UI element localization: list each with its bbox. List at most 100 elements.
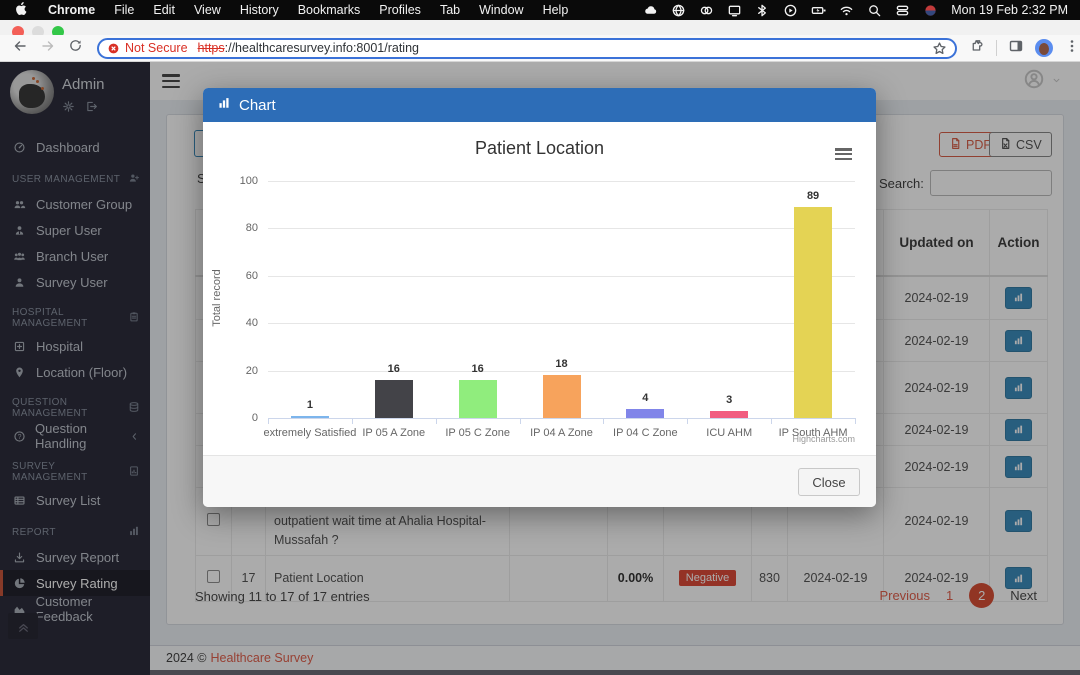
- menubar-clock[interactable]: Mon 19 Feb 2:32 PM: [951, 3, 1068, 17]
- view-chart-button[interactable]: [1005, 286, 1032, 309]
- forward-icon[interactable]: [40, 38, 56, 59]
- bar-icu-ahm: [710, 410, 749, 418]
- svg-text:?: ?: [18, 433, 22, 440]
- sidebar-item-customer-feedback[interactable]: Customer Feedback: [0, 594, 150, 624]
- account-menu[interactable]: [1023, 68, 1062, 95]
- pagination-previous[interactable]: Previous: [879, 588, 931, 603]
- menu-bookmarks[interactable]: Bookmarks: [297, 3, 361, 17]
- side-panel-icon[interactable]: [1008, 38, 1024, 59]
- area-icon: [13, 603, 27, 616]
- col-updated-on[interactable]: Updated on: [883, 209, 990, 277]
- chevron-left-icon: [129, 431, 140, 442]
- chart-credit[interactable]: Highcharts.com: [792, 434, 855, 444]
- scroll-top-button[interactable]: [8, 613, 38, 639]
- menu-kebab-icon[interactable]: [1064, 38, 1080, 59]
- view-chart-button[interactable]: [1005, 418, 1032, 441]
- extensions-icon[interactable]: [969, 38, 985, 59]
- chevron-down-icon: [1051, 73, 1062, 91]
- chart-context-menu-icon[interactable]: [835, 148, 852, 160]
- gridline: [268, 181, 855, 182]
- menu-help[interactable]: Help: [542, 3, 569, 17]
- view-chart-button[interactable]: [1005, 455, 1032, 478]
- table-info: Showing 11 to 17 of 17 entries: [195, 589, 370, 604]
- footer-brand-link[interactable]: Healthcare Survey: [210, 651, 314, 665]
- sidebar-toggle-icon[interactable]: [162, 74, 180, 88]
- battery-icon[interactable]: [811, 3, 826, 18]
- toolbar-separator: [996, 40, 997, 56]
- bar-value-label: 16: [471, 363, 484, 376]
- menu-tab[interactable]: Tab: [439, 3, 461, 17]
- view-chart-button[interactable]: [1005, 329, 1032, 352]
- pagination-page-1[interactable]: 1: [946, 588, 954, 603]
- profile-avatar[interactable]: [1035, 39, 1053, 57]
- sidebar-item-branch-user[interactable]: Branch User: [0, 243, 150, 269]
- search-icon[interactable]: [867, 3, 882, 18]
- flag-icon[interactable]: [923, 3, 938, 18]
- sidebar-item-survey-rating[interactable]: Survey Rating: [0, 570, 150, 596]
- x-category-label: IP 04 C Zone: [613, 427, 678, 439]
- sidebar-item-hospital[interactable]: Hospital: [0, 333, 150, 359]
- reload-icon[interactable]: [68, 38, 83, 58]
- address-bar[interactable]: Not Secure https ://healthcaresurvey.inf…: [97, 37, 957, 59]
- settings-gear-icon[interactable]: [62, 100, 75, 118]
- modal-body: Patient Location Total record 0 20 40 60 80 1…: [203, 122, 876, 455]
- x-category-label: ICU AHM: [706, 427, 753, 439]
- sidebar-item-survey-report[interactable]: Survey Report: [0, 544, 150, 570]
- x-category-label: IP 05 A Zone: [362, 427, 426, 439]
- section-hospital-management: HOSPITAL MANAGEMENT: [0, 295, 150, 333]
- search-input[interactable]: [929, 170, 1052, 196]
- x-axis-tick: [519, 418, 521, 424]
- menu-edit[interactable]: Edit: [153, 3, 175, 17]
- sidebar-item-location-floor-[interactable]: Location (Floor): [0, 359, 150, 385]
- play-icon[interactable]: [783, 3, 798, 18]
- pagination-next[interactable]: Next: [1010, 588, 1037, 603]
- bar-value-label: 18: [555, 358, 568, 371]
- close-button[interactable]: Close: [798, 468, 860, 496]
- back-icon[interactable]: [12, 38, 28, 59]
- menu-profiles[interactable]: Profiles: [379, 3, 421, 17]
- sidebar-item-survey-user[interactable]: Survey User: [0, 269, 150, 295]
- row-checkbox[interactable]: [207, 570, 220, 584]
- security-label[interactable]: Not Secure: [125, 41, 188, 55]
- pagination: Previous 1 2 Next: [879, 583, 1037, 608]
- bluetooth-icon[interactable]: [755, 3, 770, 18]
- sidebar-item-dashboard[interactable]: Dashboard: [0, 134, 150, 160]
- sidebar-item-survey-list[interactable]: Survey List: [0, 487, 150, 513]
- menu-window[interactable]: Window: [479, 3, 524, 17]
- display-icon[interactable]: [727, 3, 742, 18]
- control-center-icon[interactable]: [895, 3, 910, 18]
- x-axis-tick: [855, 418, 856, 424]
- wifi-icon[interactable]: [839, 3, 854, 18]
- view-chart-button[interactable]: [1005, 376, 1032, 399]
- apple-icon[interactable]: [14, 1, 29, 19]
- menu-chrome[interactable]: Chrome: [48, 3, 96, 17]
- view-chart-button[interactable]: [1005, 510, 1032, 533]
- bar-value-label: 1: [306, 398, 313, 411]
- x-axis-tick: [603, 418, 605, 424]
- view-chart-button[interactable]: [1005, 567, 1032, 590]
- y-axis-title: Total record: [211, 269, 223, 327]
- sidebar-item-question-handling[interactable]: ? Question Handling: [0, 421, 150, 451]
- user-icon: [13, 276, 27, 289]
- pagination-page-2-active[interactable]: 2: [969, 583, 995, 608]
- globe-icon[interactable]: [671, 3, 686, 18]
- sidebar-item-super-user[interactable]: Super User: [0, 217, 150, 243]
- creative-cloud-icon[interactable]: [699, 3, 714, 18]
- export-csv-button[interactable]: CSV: [989, 132, 1052, 157]
- url-scheme: https: [197, 41, 225, 55]
- people-icon: [13, 250, 27, 263]
- logout-icon[interactable]: [85, 100, 98, 118]
- sidebar-item-customer-group[interactable]: Customer Group: [0, 191, 150, 217]
- bar-value-label: 89: [806, 190, 820, 203]
- menu-history[interactable]: History: [239, 3, 279, 17]
- col-action[interactable]: Action: [989, 209, 1048, 277]
- menu-file[interactable]: File: [114, 3, 135, 17]
- bookmark-star-icon[interactable]: [932, 41, 947, 56]
- bar-value-label: 4: [642, 391, 649, 404]
- menu-view[interactable]: View: [193, 3, 221, 17]
- highcharts-chart: Patient Location Total record 0 20 40 60 80 1…: [203, 122, 876, 455]
- user-avatar[interactable]: [10, 70, 54, 114]
- row-checkbox[interactable]: [207, 513, 220, 527]
- cloud-icon[interactable]: [643, 3, 658, 18]
